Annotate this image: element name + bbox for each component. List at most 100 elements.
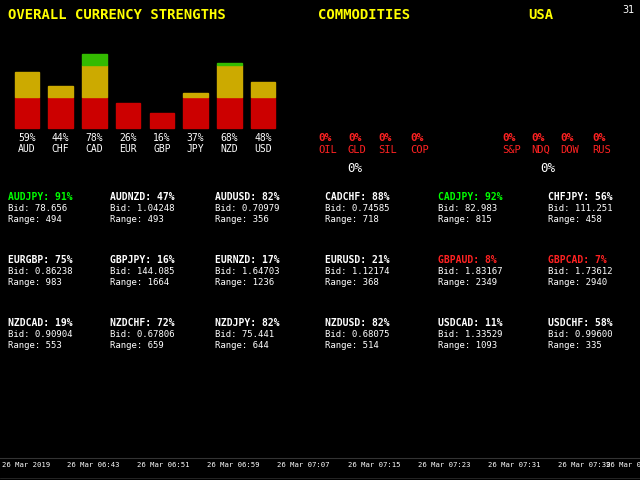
Text: 26 Mar 07:07: 26 Mar 07:07 bbox=[277, 462, 330, 468]
Text: COP: COP bbox=[410, 145, 429, 155]
Text: OVERALL CURRENCY STRENGTHS: OVERALL CURRENCY STRENGTHS bbox=[8, 8, 226, 22]
Text: CHF: CHF bbox=[52, 144, 69, 154]
Text: 0%: 0% bbox=[592, 133, 605, 143]
Text: GBP: GBP bbox=[153, 144, 171, 154]
Bar bbox=[49, 86, 73, 96]
Text: 0%: 0% bbox=[410, 133, 424, 143]
Text: RUS: RUS bbox=[592, 145, 611, 155]
Text: GBPJPY: 16%: GBPJPY: 16% bbox=[110, 255, 175, 265]
Text: AUDNZD: 47%: AUDNZD: 47% bbox=[110, 192, 175, 202]
Text: 0%: 0% bbox=[348, 133, 362, 143]
Text: 26 Mar 06:51: 26 Mar 06:51 bbox=[137, 462, 189, 468]
Text: Bid: 1.33529: Bid: 1.33529 bbox=[438, 330, 502, 339]
Text: Range: 1664: Range: 1664 bbox=[110, 278, 169, 287]
Text: 26 Mar 2019: 26 Mar 2019 bbox=[2, 462, 50, 468]
Text: 48%: 48% bbox=[254, 133, 272, 143]
Text: CADCHF: 88%: CADCHF: 88% bbox=[325, 192, 390, 202]
Text: NZDUSD: 82%: NZDUSD: 82% bbox=[325, 318, 390, 328]
Text: USA: USA bbox=[528, 8, 553, 22]
Text: NZD: NZD bbox=[221, 144, 238, 154]
Text: 26 Mar 07:39: 26 Mar 07:39 bbox=[558, 462, 611, 468]
Text: Range: 718: Range: 718 bbox=[325, 215, 379, 224]
Text: 31: 31 bbox=[622, 5, 634, 15]
Text: USD: USD bbox=[254, 144, 272, 154]
Text: Bid: 0.99600: Bid: 0.99600 bbox=[548, 330, 612, 339]
Text: OIL: OIL bbox=[318, 145, 337, 155]
Text: 26 Mar 07:15: 26 Mar 07:15 bbox=[348, 462, 401, 468]
Text: CADJPY: 92%: CADJPY: 92% bbox=[438, 192, 502, 202]
Text: Range: 644: Range: 644 bbox=[215, 341, 269, 350]
Text: CHFJPY: 56%: CHFJPY: 56% bbox=[548, 192, 612, 202]
Text: Bid: 0.67806: Bid: 0.67806 bbox=[110, 330, 175, 339]
Text: Range: 2940: Range: 2940 bbox=[548, 278, 607, 287]
Text: Range: 335: Range: 335 bbox=[548, 341, 602, 350]
Text: NZDCAD: 19%: NZDCAD: 19% bbox=[8, 318, 72, 328]
Text: Range: 659: Range: 659 bbox=[110, 341, 164, 350]
Text: COMMODITIES: COMMODITIES bbox=[318, 8, 410, 22]
Text: NZDJPY: 82%: NZDJPY: 82% bbox=[215, 318, 280, 328]
Text: Bid: 75.441: Bid: 75.441 bbox=[215, 330, 274, 339]
Text: 37%: 37% bbox=[187, 133, 204, 143]
Text: Range: 1093: Range: 1093 bbox=[438, 341, 497, 350]
Text: Bid: 1.12174: Bid: 1.12174 bbox=[325, 267, 390, 276]
Text: Range: 514: Range: 514 bbox=[325, 341, 379, 350]
Text: Bid: 144.085: Bid: 144.085 bbox=[110, 267, 175, 276]
Text: USDCAD: 11%: USDCAD: 11% bbox=[438, 318, 502, 328]
Text: 0%: 0% bbox=[531, 133, 545, 143]
Bar bbox=[82, 65, 106, 96]
Text: 26 Mar 07:47: 26 Mar 07:47 bbox=[606, 462, 640, 468]
Bar bbox=[251, 96, 275, 128]
Text: Range: 553: Range: 553 bbox=[8, 341, 61, 350]
Text: Range: 458: Range: 458 bbox=[548, 215, 602, 224]
Text: 0%: 0% bbox=[560, 133, 573, 143]
Text: Range: 815: Range: 815 bbox=[438, 215, 492, 224]
Text: Range: 2349: Range: 2349 bbox=[438, 278, 497, 287]
Text: NZDCHF: 72%: NZDCHF: 72% bbox=[110, 318, 175, 328]
Bar bbox=[217, 96, 241, 128]
Text: Range: 494: Range: 494 bbox=[8, 215, 61, 224]
Text: Bid: 82.983: Bid: 82.983 bbox=[438, 204, 497, 213]
Text: 26 Mar 06:43: 26 Mar 06:43 bbox=[67, 462, 120, 468]
Text: S&P: S&P bbox=[502, 145, 521, 155]
Bar bbox=[82, 54, 106, 65]
Text: GLD: GLD bbox=[348, 145, 367, 155]
Text: Bid: 1.64703: Bid: 1.64703 bbox=[215, 267, 280, 276]
Text: Bid: 1.73612: Bid: 1.73612 bbox=[548, 267, 612, 276]
Text: EURGBP: 75%: EURGBP: 75% bbox=[8, 255, 72, 265]
Text: Bid: 111.251: Bid: 111.251 bbox=[548, 204, 612, 213]
Bar bbox=[184, 93, 208, 96]
Text: NDQ: NDQ bbox=[531, 145, 550, 155]
Text: 78%: 78% bbox=[86, 133, 103, 143]
Text: Bid: 78.656: Bid: 78.656 bbox=[8, 204, 67, 213]
Text: Bid: 1.83167: Bid: 1.83167 bbox=[438, 267, 502, 276]
Bar bbox=[217, 63, 241, 65]
Text: Bid: 0.68075: Bid: 0.68075 bbox=[325, 330, 390, 339]
Text: Bid: 0.70979: Bid: 0.70979 bbox=[215, 204, 280, 213]
Text: SIL: SIL bbox=[378, 145, 397, 155]
Text: USDCHF: 58%: USDCHF: 58% bbox=[548, 318, 612, 328]
Text: 0%: 0% bbox=[541, 162, 556, 175]
Text: EURNZD: 17%: EURNZD: 17% bbox=[215, 255, 280, 265]
Text: Range: 356: Range: 356 bbox=[215, 215, 269, 224]
Text: Range: 368: Range: 368 bbox=[325, 278, 379, 287]
Text: 0%: 0% bbox=[378, 133, 392, 143]
Text: 44%: 44% bbox=[52, 133, 69, 143]
Text: Bid: 0.74585: Bid: 0.74585 bbox=[325, 204, 390, 213]
Text: EURUSD: 21%: EURUSD: 21% bbox=[325, 255, 390, 265]
Text: 0%: 0% bbox=[502, 133, 515, 143]
Text: Bid: 0.86238: Bid: 0.86238 bbox=[8, 267, 72, 276]
Text: Bid: 0.90904: Bid: 0.90904 bbox=[8, 330, 72, 339]
Text: Range: 1236: Range: 1236 bbox=[215, 278, 274, 287]
Text: AUDUSD: 82%: AUDUSD: 82% bbox=[215, 192, 280, 202]
Text: CAD: CAD bbox=[86, 144, 103, 154]
Bar bbox=[15, 96, 39, 128]
Text: AUDJPY: 91%: AUDJPY: 91% bbox=[8, 192, 72, 202]
Text: AUD: AUD bbox=[18, 144, 36, 154]
Bar bbox=[251, 83, 275, 96]
Bar bbox=[184, 96, 208, 128]
Text: EUR: EUR bbox=[119, 144, 137, 154]
Bar bbox=[116, 103, 140, 128]
Text: Range: 983: Range: 983 bbox=[8, 278, 61, 287]
Text: 59%: 59% bbox=[18, 133, 36, 143]
Text: 0%: 0% bbox=[318, 133, 332, 143]
